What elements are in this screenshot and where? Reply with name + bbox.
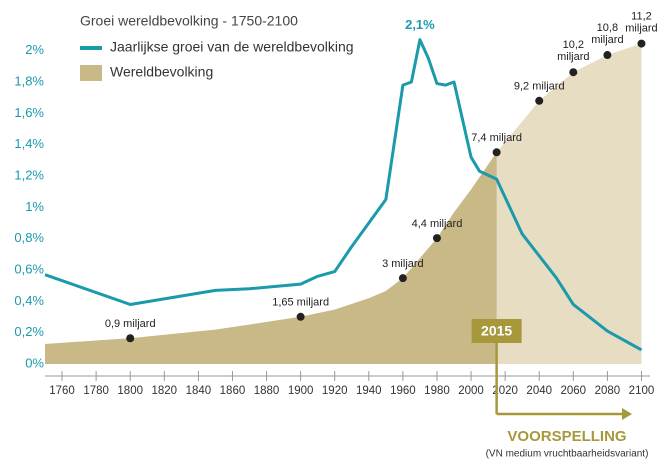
x-tick-label: 1820 [151, 385, 177, 397]
y-tick-label: 1,2% [14, 167, 44, 182]
population-dot [296, 312, 305, 321]
y-tick-label: 1% [25, 199, 44, 214]
x-tick-label: 1920 [322, 385, 348, 397]
legend-swatch [80, 65, 102, 81]
x-tick-label: 1840 [186, 385, 212, 397]
forecast-year: 2015 [481, 323, 512, 339]
population-dot [432, 234, 441, 243]
population-dot [492, 148, 501, 157]
y-tick-label: 0,8% [14, 230, 44, 245]
x-tick-label: 1960 [390, 385, 416, 397]
population-label: 1,65 miljard [272, 297, 329, 309]
population-dot [535, 96, 544, 105]
population-label: 7,4 miljard [471, 132, 522, 144]
y-tick-label: 2% [25, 42, 44, 57]
y-tick-label: 0% [25, 355, 44, 370]
legend-label: Jaarlijkse groei van de wereldbevolking [110, 39, 354, 55]
x-tick-label: 2060 [561, 385, 587, 397]
x-tick-label: 1940 [356, 385, 382, 397]
y-tick-label: 0,6% [14, 261, 44, 276]
population-dot [637, 39, 646, 48]
population-label: 10,2 miljard [557, 39, 589, 63]
population-dot [398, 274, 407, 283]
population-label: 4,4 miljard [412, 218, 463, 230]
x-tick-label: 2100 [629, 385, 655, 397]
population-dot [126, 334, 135, 343]
x-tick-label: 1860 [220, 385, 246, 397]
population-label: 9,2 miljard [514, 81, 565, 93]
population-area-past [45, 152, 497, 364]
x-tick-label: 1760 [49, 385, 75, 397]
x-tick-label: 1800 [117, 385, 143, 397]
y-tick-label: 1,8% [14, 73, 44, 88]
x-tick-label: 1780 [83, 385, 109, 397]
forecast-note: (VN medium vruchtbaarheidsvariant) [486, 449, 649, 460]
y-tick-label: 1,6% [14, 105, 44, 120]
y-tick-label: 0,4% [14, 293, 44, 308]
x-tick-label: 2040 [526, 385, 552, 397]
growth-label: 2,1% [405, 17, 435, 32]
x-tick-label: 1880 [254, 385, 280, 397]
x-tick-label: 2020 [492, 385, 518, 397]
chart-title: Groei wereldbevolking - 1750-2100 [80, 13, 298, 29]
legend-label: Wereldbevolking [110, 64, 213, 80]
y-tick-label: 0,2% [14, 324, 44, 339]
x-tick-label: 1900 [288, 385, 314, 397]
x-tick-label: 2000 [458, 385, 484, 397]
x-tick-label: 2080 [595, 385, 621, 397]
population-dot [569, 68, 578, 77]
population-label: 0,9 miljard [105, 318, 156, 330]
x-tick-label: 1980 [424, 385, 450, 397]
population-label: 10,8 miljard [591, 22, 623, 46]
forecast-label: VOORSPELLING [507, 428, 626, 445]
growth-line [44, 38, 643, 352]
population-label: 3 miljard [382, 258, 424, 270]
population-dot [603, 51, 612, 60]
arrow-head [622, 408, 632, 420]
population-label: 11,2 miljard [625, 10, 657, 34]
forecast-box [471, 319, 522, 343]
y-tick-label: 1,4% [14, 136, 44, 151]
